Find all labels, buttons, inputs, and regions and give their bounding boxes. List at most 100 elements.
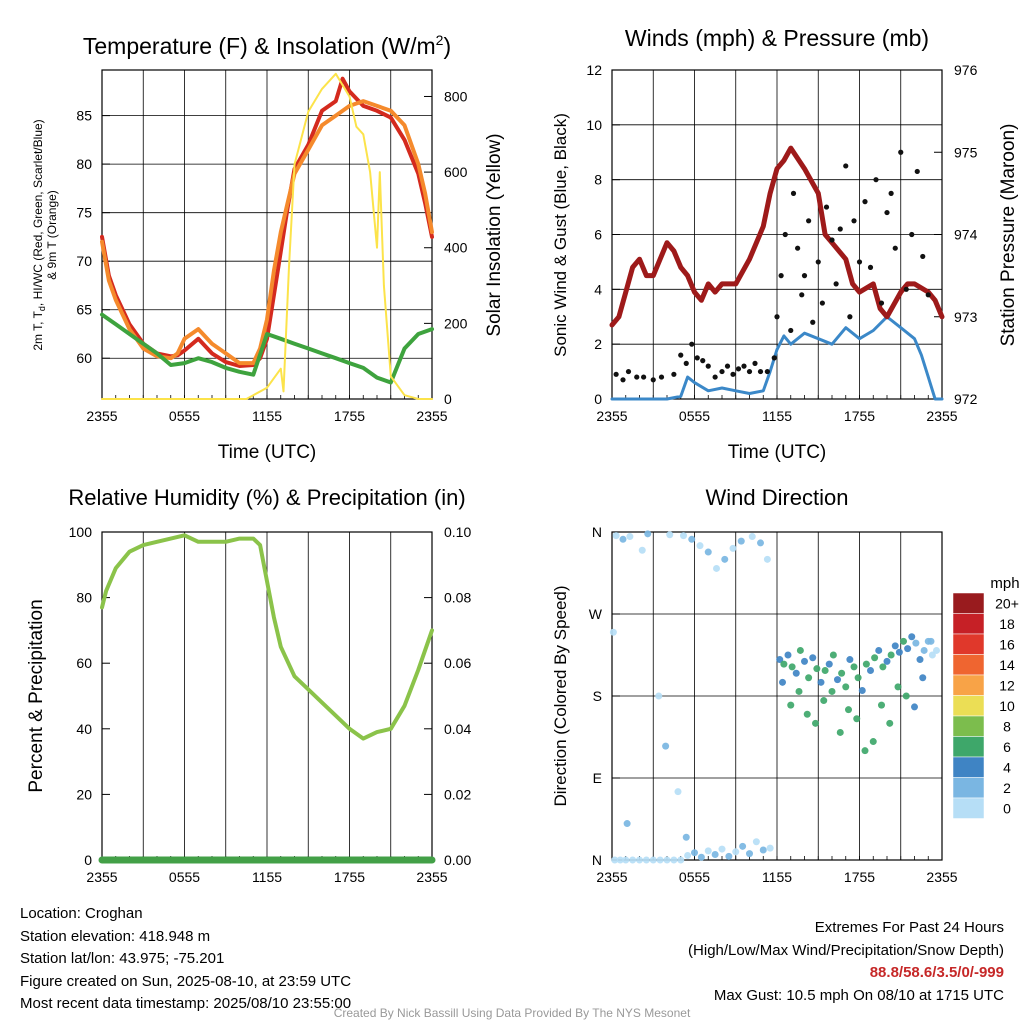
legend-title: mph [990, 575, 1019, 592]
wind-direction-point [904, 645, 912, 653]
wind-direction-point [902, 692, 910, 700]
gust-point [925, 292, 931, 298]
wind-direction-point [752, 838, 760, 846]
wind-direction-point [684, 851, 692, 859]
wind-direction-point [644, 530, 652, 538]
x-tick-label: 1755 [844, 408, 875, 424]
wind-direction-point [809, 654, 817, 662]
gust-point [851, 218, 857, 224]
wind-direction-point [612, 532, 620, 540]
x-tick-label: 1755 [334, 408, 365, 424]
wind-direction-point [759, 846, 767, 854]
wind-direction-point [838, 669, 846, 677]
wind-direction-point [801, 657, 808, 665]
gust-point [757, 368, 764, 375]
recent-timestamp: Most recent data timestamp: 2025/08/10 2… [20, 995, 352, 1012]
wind-direction-point [886, 719, 894, 727]
legend-label: 10 [999, 698, 1015, 714]
y-tick-label: 100 [69, 524, 93, 540]
wind-direction-point [850, 663, 858, 671]
wind-direction-point [919, 674, 927, 682]
gust-point [843, 163, 849, 169]
wind-direction-point [704, 548, 712, 556]
y-tick-label: E [593, 770, 602, 786]
legend-label: 2 [1003, 780, 1011, 796]
gust-point [829, 237, 835, 243]
wind-direction-y-axis-label: Direction (Colored By Speed) [551, 585, 570, 806]
gust-point [634, 374, 640, 380]
legend-label: 4 [1003, 759, 1011, 775]
wind-direction-point [713, 564, 720, 572]
wind-direction-point [649, 856, 657, 864]
gust-point [920, 253, 926, 260]
legend-swatch [952, 756, 985, 778]
wind-direction-point [829, 651, 837, 659]
gust-point [694, 355, 700, 361]
wind-direction-point [748, 533, 756, 541]
y-right-tick-label: 0.06 [444, 655, 471, 671]
credit-line: Created By Nick Bassill Using Data Provi… [333, 1006, 691, 1020]
gust-point [730, 371, 736, 377]
y-tick-label: 70 [76, 253, 92, 269]
x-tick-label: 0555 [679, 869, 710, 885]
gust-point [914, 168, 920, 175]
wind-direction-point [813, 665, 821, 673]
wind-direction-point [739, 842, 747, 850]
wind-direction-point [638, 546, 646, 554]
y-right-tick-label: 0.02 [444, 786, 471, 802]
y-tick-label: 20 [76, 786, 92, 802]
gust-point [625, 368, 632, 375]
gust-point [790, 190, 797, 196]
wind-direction-point [871, 654, 879, 662]
y-tick-label: 4 [594, 281, 602, 297]
wind-direction-point [776, 656, 784, 664]
series-line-2m-td [100, 312, 434, 385]
gust-point [705, 363, 711, 369]
x-tick-label: 2355 [86, 869, 117, 885]
winds-x-axis-label: Time (UTC) [728, 442, 827, 463]
wind-direction-point [875, 646, 883, 654]
legend-swatch [952, 715, 985, 737]
temperature-x-axis-label: Time (UTC) [218, 442, 317, 463]
x-tick-label: 0555 [169, 408, 200, 424]
station-latlon: Station lat/lon: 43.975; -75.201 [20, 950, 225, 967]
gust-point [819, 300, 825, 306]
gust-point [752, 360, 758, 366]
legend-swatch [952, 777, 985, 799]
series-line-sonic-wind [610, 315, 944, 401]
gust-point [810, 319, 816, 325]
gust-point [788, 327, 794, 334]
gust-point [909, 231, 915, 238]
y-right-tick-label: 0.08 [444, 590, 471, 606]
y-tick-label: 60 [76, 655, 92, 671]
wind-direction-point [696, 542, 704, 550]
pressure-y-axis-label: Station Pressure (Maroon) [998, 124, 1019, 347]
station-info: Location: Croghan Station elevation: 418… [20, 903, 351, 1016]
gust-point [892, 245, 898, 251]
series-line-9m-t [100, 99, 434, 366]
wind-direction-point [845, 706, 852, 714]
humidity-y-axis-label: Percent & Precipitation [26, 599, 47, 792]
y-tick-label: N [592, 524, 602, 540]
gust-point [867, 264, 874, 270]
wind-direction-point [912, 639, 920, 647]
y-tick-label: N [592, 852, 602, 868]
gust-point [878, 300, 885, 306]
gust-point [620, 377, 626, 383]
wind-direction-point [894, 683, 902, 691]
wind-direction-point [626, 533, 634, 541]
extremes-title: Extremes For Past 24 Hours [814, 919, 1004, 936]
wind-direction-point [737, 537, 745, 545]
figure-created: Figure created on Sun, 2025-08-10, at 23… [20, 972, 352, 990]
x-tick-label: 1155 [762, 869, 792, 885]
wind-direction-point [663, 856, 671, 864]
wind-direction-point [862, 660, 870, 668]
legend-label: 8 [1003, 718, 1011, 734]
gust-point [806, 218, 812, 224]
gust-point [833, 281, 839, 287]
gust-point [764, 368, 770, 375]
wind-direction-point [933, 646, 940, 654]
gust-point [689, 341, 695, 347]
gust-point [658, 374, 665, 380]
wind-direction-point [805, 674, 813, 682]
